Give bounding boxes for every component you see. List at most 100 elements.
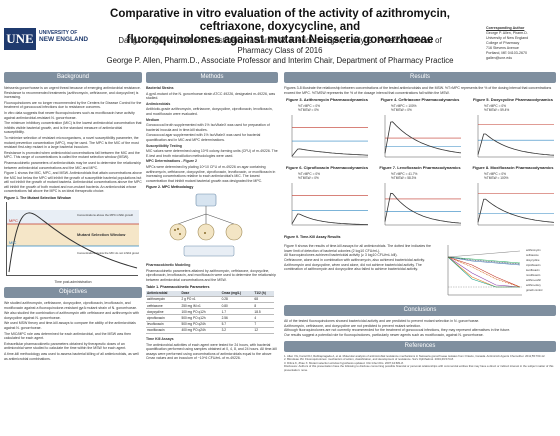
pk-modeling-text: Pharmacokinetic Modeling Pharmacokinetic… — [146, 263, 278, 282]
concentration-curve — [477, 133, 555, 156]
chart-annotation: %T>MPC = 0% %TMSW = 0% — [298, 104, 320, 112]
table-cell: 68 — [253, 296, 274, 304]
chart-ann: %T>MPC = 100% — [391, 104, 417, 109]
pd-chart: Figure 8. Moxifloxacin Pharmacodynamics … — [470, 165, 556, 229]
table-header: T1/2 (h) — [253, 290, 274, 297]
table-cell: 4 — [253, 314, 274, 322]
table-row: moxifloxacin 400 mg PO q24h 3.2 12 — [146, 327, 274, 334]
table-header: Cmax (mg/L) — [220, 290, 254, 297]
method-text: Pharmacokinetic parameters attained by a… — [146, 268, 276, 283]
moxifloxacin-line — [447, 256, 520, 288]
pd-chart: Figure 4. Ceftriaxone Pharmacodynamics %… — [377, 97, 463, 161]
poster-header: UNE UNIVERSITY OF NEW ENGLAND Comparativ… — [0, 0, 560, 70]
time-kill-chart: azithromycin ceftriaxone doxycycline cip… — [447, 245, 543, 296]
pd-chart-svg — [384, 115, 462, 158]
table-cell: ciprofloxacin — [146, 314, 181, 322]
contact-line: 716 Stevens Avenue — [486, 46, 519, 50]
pd-chart: Figure 7. Levofloxacin Pharmacodynamics … — [377, 165, 463, 229]
methods-heading: Methods — [146, 72, 278, 83]
method-subhead: Pharmacokinetic Modeling — [146, 263, 191, 268]
reference-item: 3. Drlica K, Zhao X. Mutant selection wi… — [284, 360, 404, 365]
chart-title: Figure 3. Azithromycin Pharmacodynamics — [286, 97, 368, 103]
agar-plate-icon — [169, 223, 187, 241]
chart-ann: %T>MPC = 0% — [484, 104, 506, 109]
authors-line2: George P. Allen, Pharm.D., Associate Pro… — [106, 56, 454, 65]
reference-item: 1. Allen VG, Farrell DJ, Rebbapragada A,… — [284, 353, 546, 358]
legend-item: azithro+doxy — [526, 283, 541, 287]
mpc-method-figure — [164, 192, 254, 260]
concentration-curve — [384, 193, 462, 224]
results-heading: Results — [284, 72, 556, 83]
tk-bullet: All fluoroquinolones achieved bactericid… — [284, 253, 398, 258]
background-bullet: Pharmacokinetic parameters of antimicrob… — [4, 160, 141, 170]
background-heading: Background — [4, 72, 142, 83]
conclusion-bullet: Our results suggest a potential role for… — [284, 332, 484, 337]
objectives-text: We studied azithromycin, ceftriaxone, do… — [4, 301, 142, 361]
table-row: doxycycline 100 mg PO q12h 1.7 18.5 — [146, 308, 274, 316]
conclusions-heading: Conclusions — [284, 305, 556, 317]
chart-annotation: %T>MPC = 100% %TMSW = 0% — [391, 104, 417, 112]
pd-chart: Figure 6. Ciprofloxacin Pharmacodynamics… — [284, 165, 370, 229]
concentration-curve — [477, 198, 555, 223]
table-header: Antimicrobial — [146, 290, 181, 297]
une-logo: UNE UNIVERSITY OF NEW ENGLAND — [4, 28, 90, 52]
concentration-curve — [384, 121, 462, 154]
conclusion-bullet: Azithromycin, ceftriaxone, and doxycycli… — [284, 323, 422, 328]
pd-chart-svg — [384, 183, 462, 226]
legend-item: ciprofloxacin — [526, 263, 541, 267]
tk-legend: azithromycin ceftriaxone doxycycline cip… — [526, 248, 543, 292]
msw-label: Mutant Selection Window — [77, 232, 126, 237]
legend-item: azithromycin — [526, 248, 541, 252]
contact-line: College of Pharmacy — [486, 41, 520, 45]
fig1-caption: Figure 1. The Mutant Selection Window — [4, 196, 71, 201]
chart-ann: %T>MPC = 0% — [298, 104, 320, 109]
flask-icon — [195, 193, 217, 207]
contact-line: University of New England — [486, 36, 529, 40]
agar-plate-icon — [225, 223, 243, 241]
table-cell: 5.7 — [220, 321, 254, 328]
conclusions-text: All of the tested fluoroquinolones showe… — [284, 319, 556, 337]
pd-chart-svg — [477, 183, 555, 226]
table-row: azithromycin 2 g PO x1 0.28 68 — [146, 296, 274, 304]
chart-title: Figure 7. Levofloxacin Pharmacodynamics — [379, 165, 461, 171]
agar-plate-icon — [197, 223, 215, 241]
legend-item: doxycycline — [526, 258, 540, 262]
contact-line: Portland, ME 04103-2670 — [486, 51, 527, 55]
table-cell: 3.2 — [220, 327, 254, 334]
authors-line1: Dang X. Nguyen, Katie S. Eastman, Kathar… — [118, 36, 442, 55]
column-left: Background Neisseria gonorrhoeae is an u… — [4, 72, 142, 362]
pd-chart-svg — [477, 115, 555, 158]
table-row: ceftriaxone 250 mg IM x1 0.80 8 — [146, 302, 274, 310]
method-text: MIC values were determined using 10^5 co… — [146, 149, 278, 158]
fig9-caption: Figure 9. Time-Kill Assay Results — [284, 235, 341, 240]
ceftriaxone-line — [447, 256, 521, 288]
doxycycline-line — [447, 256, 521, 264]
reference-item: 2. Blondeau JM. Fluoroquinolones: mechan… — [284, 357, 454, 362]
chart-title: Figure 6. Ciprofloxacin Pharmacodynamics — [285, 165, 369, 171]
chart-ann: %TMSW = 59.4% — [484, 108, 510, 113]
method-subhead: Medium — [146, 117, 160, 122]
arrow-icon — [205, 213, 235, 225]
above-mpc-label: Concentrations above the MPC inhibit gro… — [77, 213, 134, 217]
msw-svg: MPC MIC Concentrations above the MPC inh… — [7, 210, 139, 273]
tk-bullet: Figure 9 shows the results of time-kill … — [284, 244, 432, 253]
chart-ann: %TMSW = 0% — [391, 108, 412, 113]
background-bullet: In vitro data suggests that newer fluoro… — [4, 110, 135, 120]
chart-title: Figure 5. Doxycycline Pharmacodynamics — [472, 97, 554, 103]
table1-caption: Table 1. Pharmacokinetic Parameters — [146, 284, 210, 289]
arrow-icon — [177, 213, 207, 225]
table-cell: 12 — [253, 327, 274, 334]
table-cell: moxifloxacin — [146, 327, 181, 334]
concentration-curve — [291, 148, 369, 157]
pd-chart: Figure 5. Doxycycline Pharmacodynamics %… — [470, 97, 556, 161]
logo-line1: UNIVERSITY OF — [39, 30, 78, 36]
objectives-bullet: Extracellular pharmacokinetic parameters… — [4, 341, 127, 351]
concentration-curve — [8, 212, 138, 273]
tk-bullet: Azithromycin and doxycycline, when used … — [284, 262, 422, 272]
growth-control-line — [447, 250, 521, 258]
table-cell: 18.5 — [253, 308, 274, 316]
time-kill-text: Figure 9 shows the results of time-kill … — [284, 244, 436, 272]
chart-title: Figure 4. Ceftriaxone Pharmacodynamics — [380, 97, 460, 103]
poster-title: Comparative in vitro evaluation of the a… — [100, 8, 460, 47]
